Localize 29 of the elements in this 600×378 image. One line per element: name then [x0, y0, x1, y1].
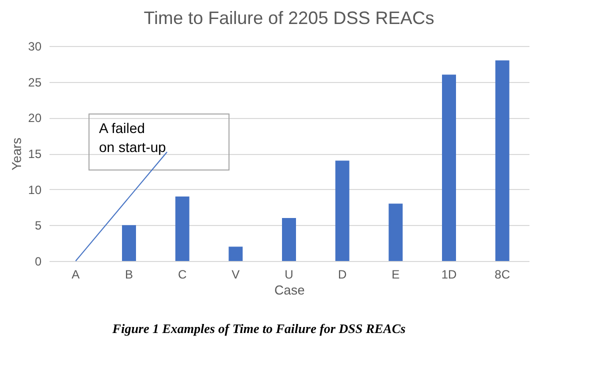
- bar: [495, 60, 510, 261]
- y-tick-label: 5: [34, 218, 42, 233]
- x-tick-label: A: [72, 268, 80, 282]
- y-axis-title: Years: [9, 137, 24, 170]
- bar: [442, 74, 456, 261]
- x-tick-label: U: [284, 268, 294, 282]
- x-tick-label: E: [392, 268, 400, 282]
- bar: [228, 246, 243, 261]
- y-tick-label: 20: [28, 111, 42, 126]
- x-tick-label: 1D: [441, 268, 457, 282]
- bar: [282, 218, 296, 261]
- x-axis-title: Case: [274, 282, 305, 298]
- y-tick-label: 25: [28, 75, 42, 90]
- caption: Figure 1 Examples of Time to Failure for DSS REACs: [111, 321, 406, 336]
- y-tick-label: 30: [28, 40, 42, 54]
- annotation: A failed on start-up: [99, 120, 166, 155]
- x-tick-label: B: [124, 268, 134, 282]
- y-tick-label: 0: [34, 254, 42, 268]
- x-tick-label: 8C: [494, 268, 510, 282]
- x-tick-label: C: [178, 268, 187, 282]
- x-tick-label: D: [338, 268, 347, 282]
- chart-title: Time to Failure of 2205 DSS REACs: [144, 8, 434, 28]
- y-tick-label: 10: [28, 182, 42, 197]
- bar: [335, 160, 350, 261]
- bar: [175, 196, 190, 261]
- bar: [388, 204, 403, 261]
- y-tick-label: 15: [28, 147, 42, 161]
- x-tick-label: V: [232, 268, 240, 282]
- bar: [122, 225, 136, 261]
